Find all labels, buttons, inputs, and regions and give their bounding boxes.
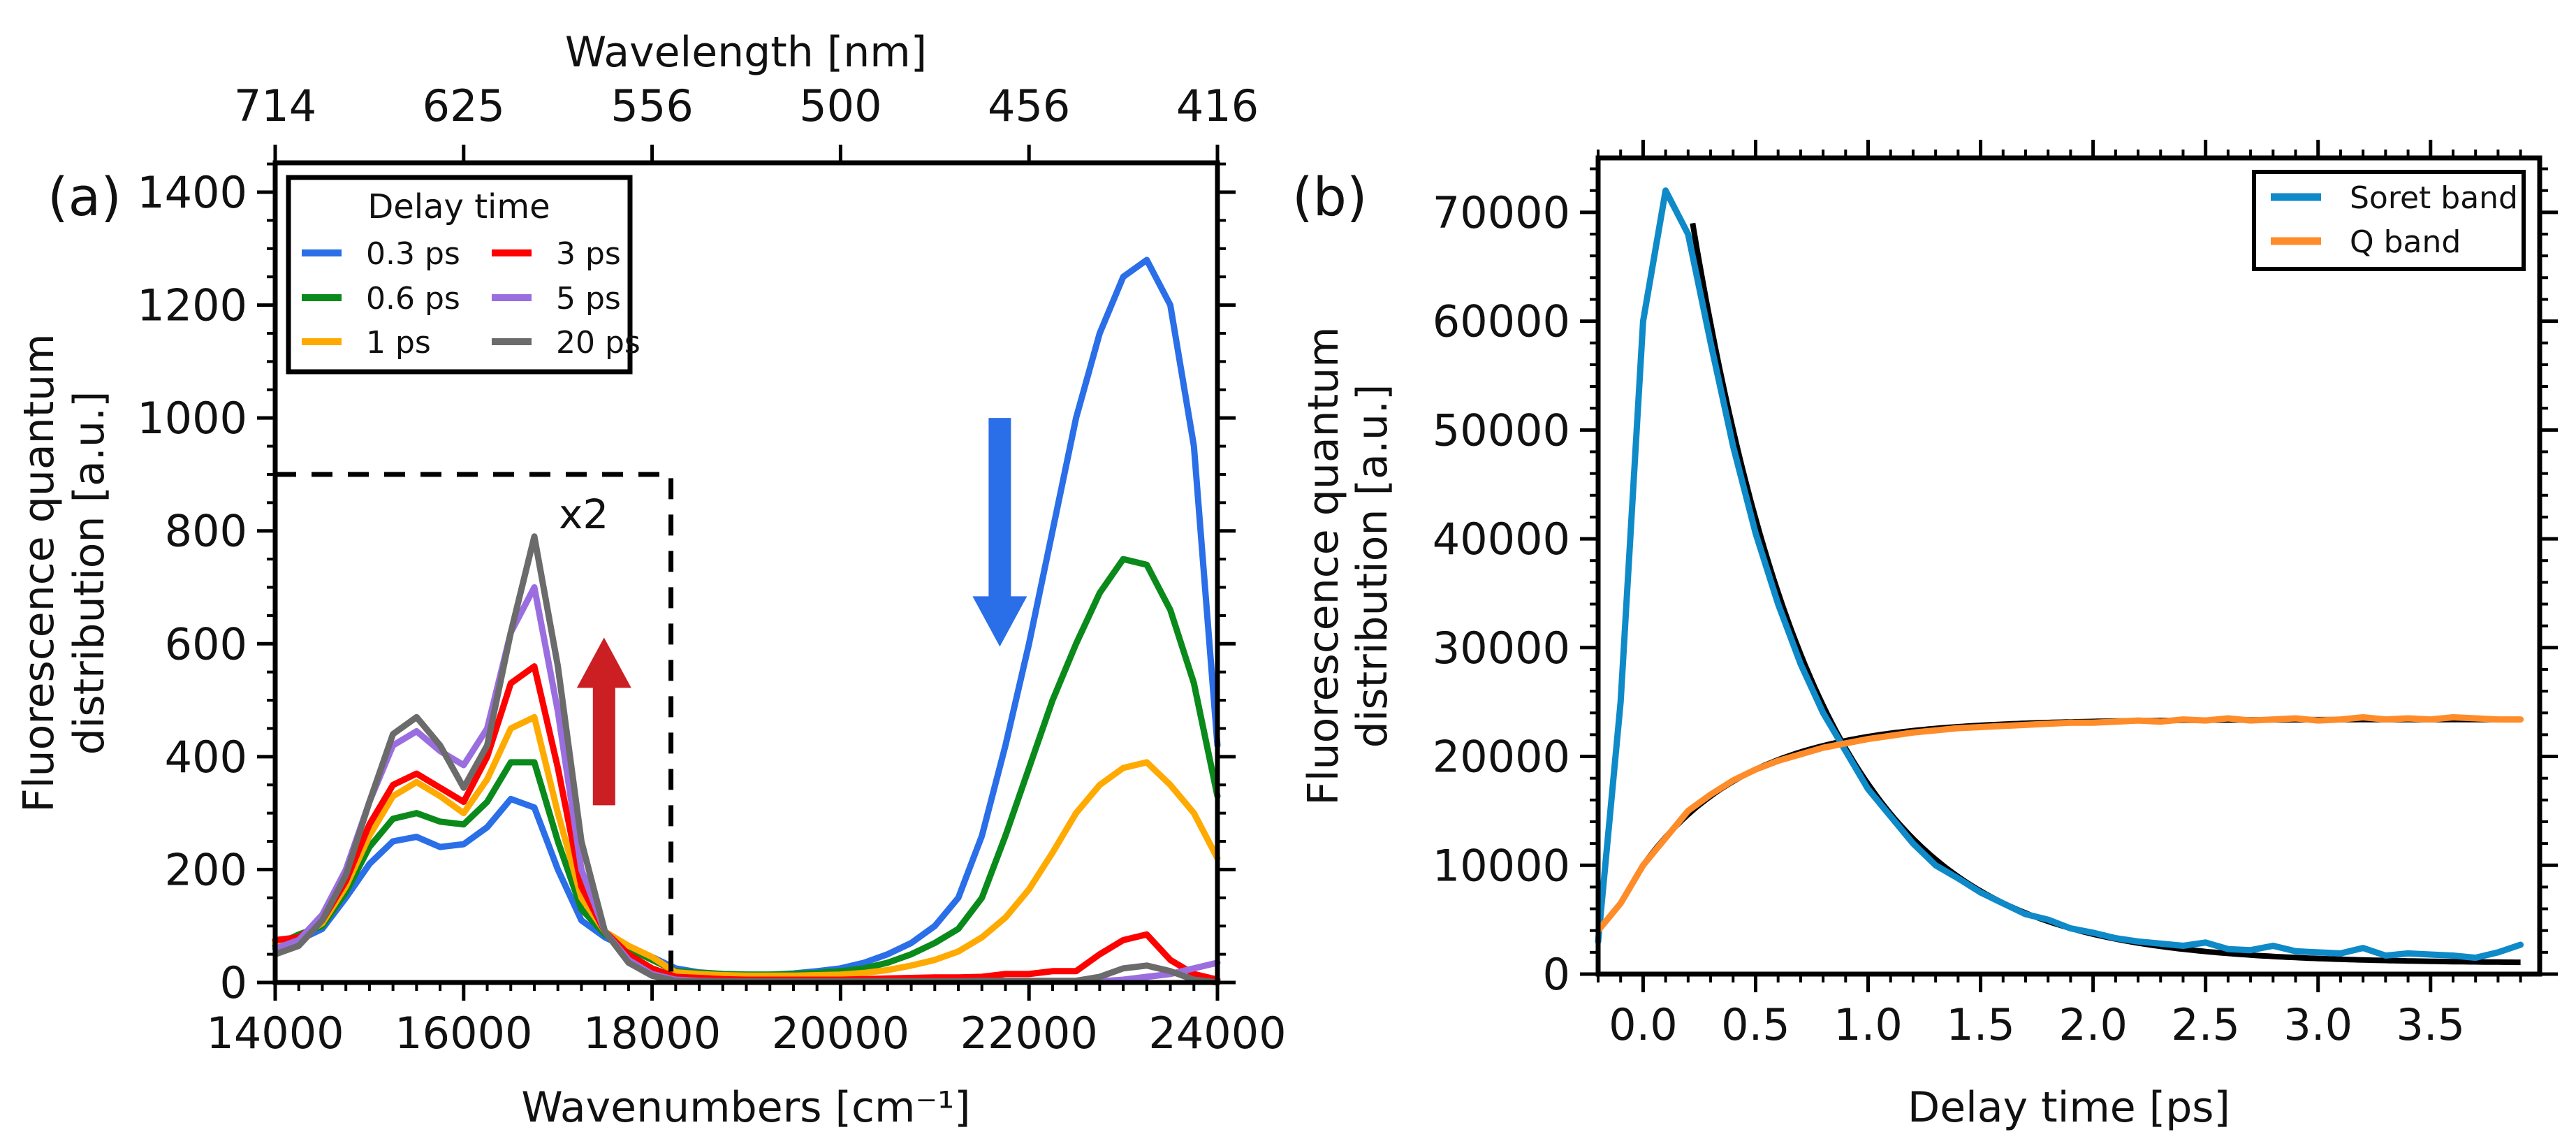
panel-a-series-20-ps (272, 533, 1221, 986)
panel-a-y-tick-label: 1200 (137, 280, 247, 331)
panel-a-y-tick-label: 1000 (137, 393, 247, 444)
legend-b-entry: Soret band (2350, 180, 2518, 216)
panel-b: (b) Delay time [ps] Fluorescence quantum… (1292, 140, 2558, 1132)
panel-b-y-tick-label: 40000 (1433, 514, 1570, 565)
panel-a-series-3-ps (272, 663, 1221, 983)
panel-b-xlabel: Delay time [ps] (1908, 1083, 2230, 1132)
fit-line-q-band (1641, 716, 2521, 867)
panel-b-x-tick-label: 1.0 (1834, 999, 1903, 1050)
legend-a-entry: 5 ps (556, 281, 621, 317)
panel-b-y-tick-label: 20000 (1433, 732, 1570, 783)
panel-b-x-tick-label: 3.5 (2396, 999, 2465, 1050)
panel-a-x-tick-label: 14000 (206, 1008, 344, 1059)
panel-b-x-tick-label: 2.0 (2058, 999, 2128, 1050)
panel-a-y-tick-label: 1400 (137, 167, 247, 218)
panel-b-x-tick-label: 1.5 (1946, 999, 2015, 1050)
legend-a-title: Delay time (367, 187, 550, 226)
panel-a-x-tick-label: 24000 (1148, 1008, 1286, 1059)
panel-a-x-tick-label: 18000 (583, 1008, 721, 1059)
panel-a-series-0-6-ps (272, 556, 1221, 978)
panel-a-y-tick-label: 200 (165, 844, 247, 895)
panel-a-top-tick-label: 416 (1176, 80, 1259, 131)
panel-a-ylabel-line2: distribution [a.u.] (65, 391, 114, 755)
legend-a-entry: 1 ps (366, 325, 431, 361)
panel-a-xlabel: Wavenumbers [cm⁻¹] (521, 1083, 970, 1132)
panel-a-y-tick-label: 400 (165, 732, 247, 783)
scaled-region-box (275, 472, 674, 982)
panel-a-x-tick-label: 20000 (772, 1008, 909, 1059)
panel-a-top-tick-label: 714 (234, 80, 316, 131)
panel-b-series-q-band (1595, 714, 2524, 934)
panel-b-plot-frame (1595, 155, 2542, 977)
legend-b-frame (2252, 170, 2526, 271)
legend-a-entry: 0.3 ps (366, 236, 460, 272)
panel-a-series-1-ps (272, 713, 1221, 979)
panel-a-label: (a) (47, 166, 122, 228)
legend-a-entry: 20 ps (556, 325, 641, 361)
panel-a-top-tick-label: 500 (799, 80, 881, 131)
panel-b-y-tick-label: 50000 (1433, 405, 1570, 456)
legend-a-entry: 3 ps (556, 236, 621, 272)
panel-b-x-tick-label: 0.5 (1721, 999, 1790, 1050)
arrow-up-icon (576, 637, 631, 806)
legend-a-frame (286, 175, 633, 375)
fit-line-soret-band (1690, 222, 2521, 966)
panel-b-ylabel-line1: Fluorescence quantum (1299, 326, 1348, 805)
panel-b-y-tick-label: 0 (1543, 949, 1570, 1000)
legend-a-entry: 0.6 ps (366, 281, 460, 317)
panel-a-axes: 14000 16000 18000 20000 22000 24000 0 200 400 600… (137, 80, 1286, 1059)
panel-b-y-tick-label: 30000 (1433, 623, 1570, 674)
panel-a: (a) Wavelength [nm] Wavenumbers [cm⁻¹] F… (15, 28, 1287, 1132)
legend-b-entry: Q band (2350, 224, 2461, 260)
panel-a-y-tick-label: 800 (165, 506, 247, 557)
arrow-down-icon (972, 418, 1027, 647)
panel-b-label: (b) (1292, 166, 1368, 228)
panel-b-y-tick-label: 70000 (1433, 187, 1570, 238)
panel-a-x-tick-label: 22000 (960, 1008, 1098, 1059)
panel-b-x-tick-label: 3.0 (2283, 999, 2352, 1050)
legend-b: Soret band Q band (2252, 170, 2526, 271)
panel-a-top-xlabel: Wavelength [nm] (565, 28, 927, 77)
panel-b-series-soret-band (1595, 187, 2524, 962)
panel-b-axes: 0.0 0.5 1.0 1.5 2.0 2.5 3.0 3.5 0 10000 20000 30000… (1433, 140, 2558, 1050)
panel-a-top-tick-label: 456 (988, 80, 1070, 131)
panel-a-ylabel-line1: Fluorescence quantum (15, 333, 64, 812)
panel-b-x-tick-label: 2.5 (2171, 999, 2240, 1050)
panel-b-y-tick-label: 10000 (1433, 840, 1570, 891)
panel-a-x-tick-label: 16000 (395, 1008, 532, 1059)
panel-b-y-tick-label: 60000 (1433, 296, 1570, 347)
panel-a-top-tick-label: 556 (610, 80, 693, 131)
scaled-region-label: x2 (559, 491, 608, 538)
legend-a: Delay time 0.3 ps 0.6 ps 1 ps 3 ps 5 ps 20 ps (286, 175, 641, 375)
panel-b-x-tick-label: 0.0 (1609, 999, 1678, 1050)
panel-a-y-tick-label: 600 (165, 618, 247, 669)
panel-a-y-tick-label: 0 (220, 957, 247, 1008)
panel-b-ylabel-line2: distribution [a.u.] (1348, 384, 1397, 748)
panel-a-top-tick-label: 625 (423, 80, 505, 131)
panel-b-curves (1595, 187, 2524, 966)
